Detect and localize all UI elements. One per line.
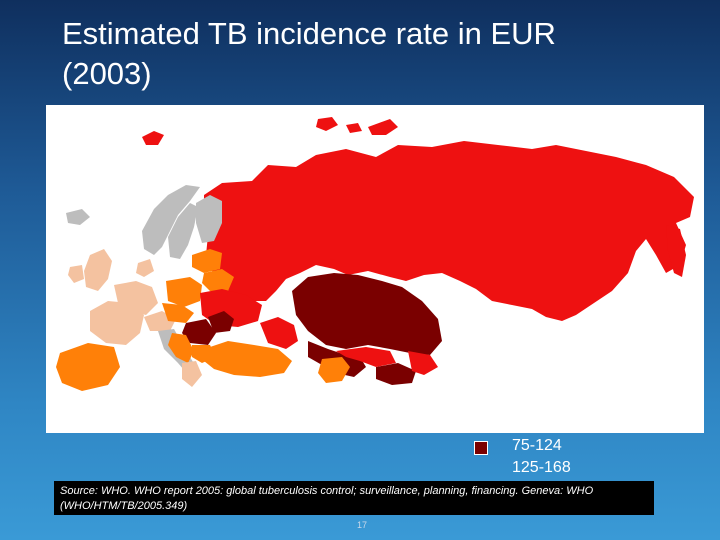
region-kamchatka (666, 225, 686, 277)
incidence-map (46, 105, 704, 433)
region-iceland (66, 209, 90, 225)
region-denmark (136, 259, 154, 277)
region-romania (182, 319, 216, 345)
region-finland (196, 195, 222, 243)
region-tajikistan (376, 363, 416, 385)
legend-label: 75-124 (512, 437, 562, 454)
region-france (90, 301, 144, 345)
region-caucasus (260, 317, 298, 349)
region-belarus (202, 269, 234, 291)
legend-item-125-168: 125-168 (472, 457, 672, 479)
region-balkans (168, 333, 194, 363)
legend-item-75-124: 75-124 (472, 435, 672, 457)
region-novaya-zemlya (368, 119, 398, 135)
legend-label: 125-168 (512, 459, 571, 476)
source-citation: Source: WHO. WHO report 2005: global tub… (54, 481, 654, 515)
region-kazakhstan (292, 273, 442, 355)
region-russia (204, 141, 694, 321)
region-svalbard (142, 131, 164, 145)
region-israel (318, 357, 350, 383)
region-sweden (168, 203, 198, 259)
region-iberia (56, 343, 120, 391)
region-poland (166, 277, 202, 307)
region-ireland (68, 265, 84, 283)
region-baltics (192, 249, 222, 273)
region-franz-josef (316, 117, 362, 133)
region-bulgaria (192, 345, 216, 363)
legend-swatch (474, 441, 488, 455)
map-legend: 75-124 125-168 (472, 435, 672, 485)
region-moldova (208, 311, 234, 333)
region-uzbekistan (336, 347, 396, 367)
slide-title: Estimated TB incidence rate in EUR (2003… (62, 16, 556, 91)
page-number: 17 (356, 520, 367, 530)
region-uk (84, 249, 112, 291)
region-turkey (204, 341, 292, 377)
region-czech-slovakia (162, 303, 194, 323)
region-norway (142, 185, 200, 255)
region-greece (182, 361, 202, 387)
region-benelux-germany (114, 281, 158, 315)
region-kyrgyzstan (408, 351, 438, 375)
europe-map-svg (46, 105, 704, 433)
